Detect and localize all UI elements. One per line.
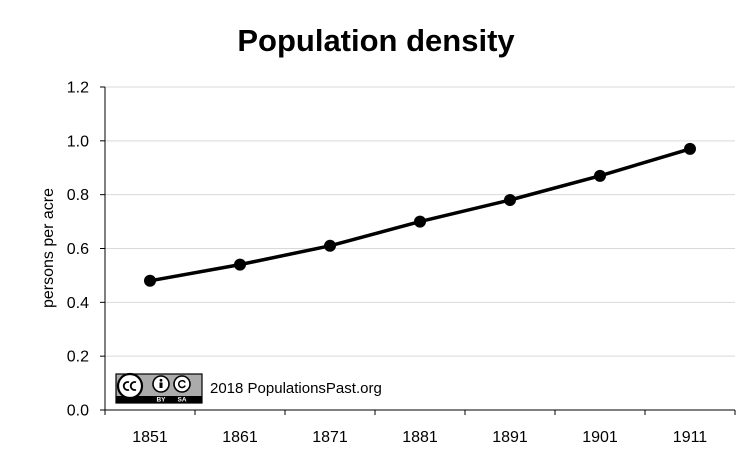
y-tick-label: 0.2 [67,349,89,366]
series-line-group: 1851: 0.48 1861: 0.54 1871: 0.61 1881: 0.7 1… [144,142,696,287]
svg-text:BY: BY [156,397,166,404]
y-tick-label: 1.0 [67,133,89,150]
chart-title: Population density [237,23,515,58]
data-point: 1881: 0.7 [414,215,426,228]
data-point: 1901: 0.87 [594,169,606,182]
license-credit: cc BY SA BY SA 2018 PopulationsPast.org [115,372,382,404]
gridlines [105,86,735,357]
x-tick-label: 1891 [492,429,528,446]
data-point: 1871: 0.61 [324,239,336,252]
x-tick-label: 1851 [132,429,168,446]
x-tick-label: 1871 [312,429,348,446]
y-axis-ticks: 0.0 0.2 0.4 0.6 0.8 1.0 1.2 [67,80,105,420]
cc-by-sa-icon: cc BY SA BY SA [115,372,203,404]
data-point: 1861: 0.54 [234,258,246,271]
x-tick-label: 1911 [673,429,708,446]
series-line [149,147,691,283]
y-tick-label: 0.6 [67,241,89,258]
x-tick-label: 1901 [582,429,618,446]
y-axis-title: persons per acre [40,188,57,308]
data-point: 1911: 0.97 [684,142,696,155]
y-tick-label: 0.4 [67,295,89,312]
x-tick-label: 1881 [402,429,438,446]
x-axis-ticks: 1851 1861 1871 1881 1891 1901 1911 [104,410,736,446]
data-point: 1891: 0.78 [504,194,516,207]
y-tick-label: 0.0 [67,403,89,420]
data-point: 1851: 0.48 [144,274,156,287]
y-tick-label: 0.8 [67,187,89,204]
credit-text: 2018 PopulationsPast.org [210,380,382,397]
y-tick-label: 1.2 [67,80,89,97]
x-tick-label: 1861 [222,429,258,446]
svg-text:SA: SA [177,397,186,404]
